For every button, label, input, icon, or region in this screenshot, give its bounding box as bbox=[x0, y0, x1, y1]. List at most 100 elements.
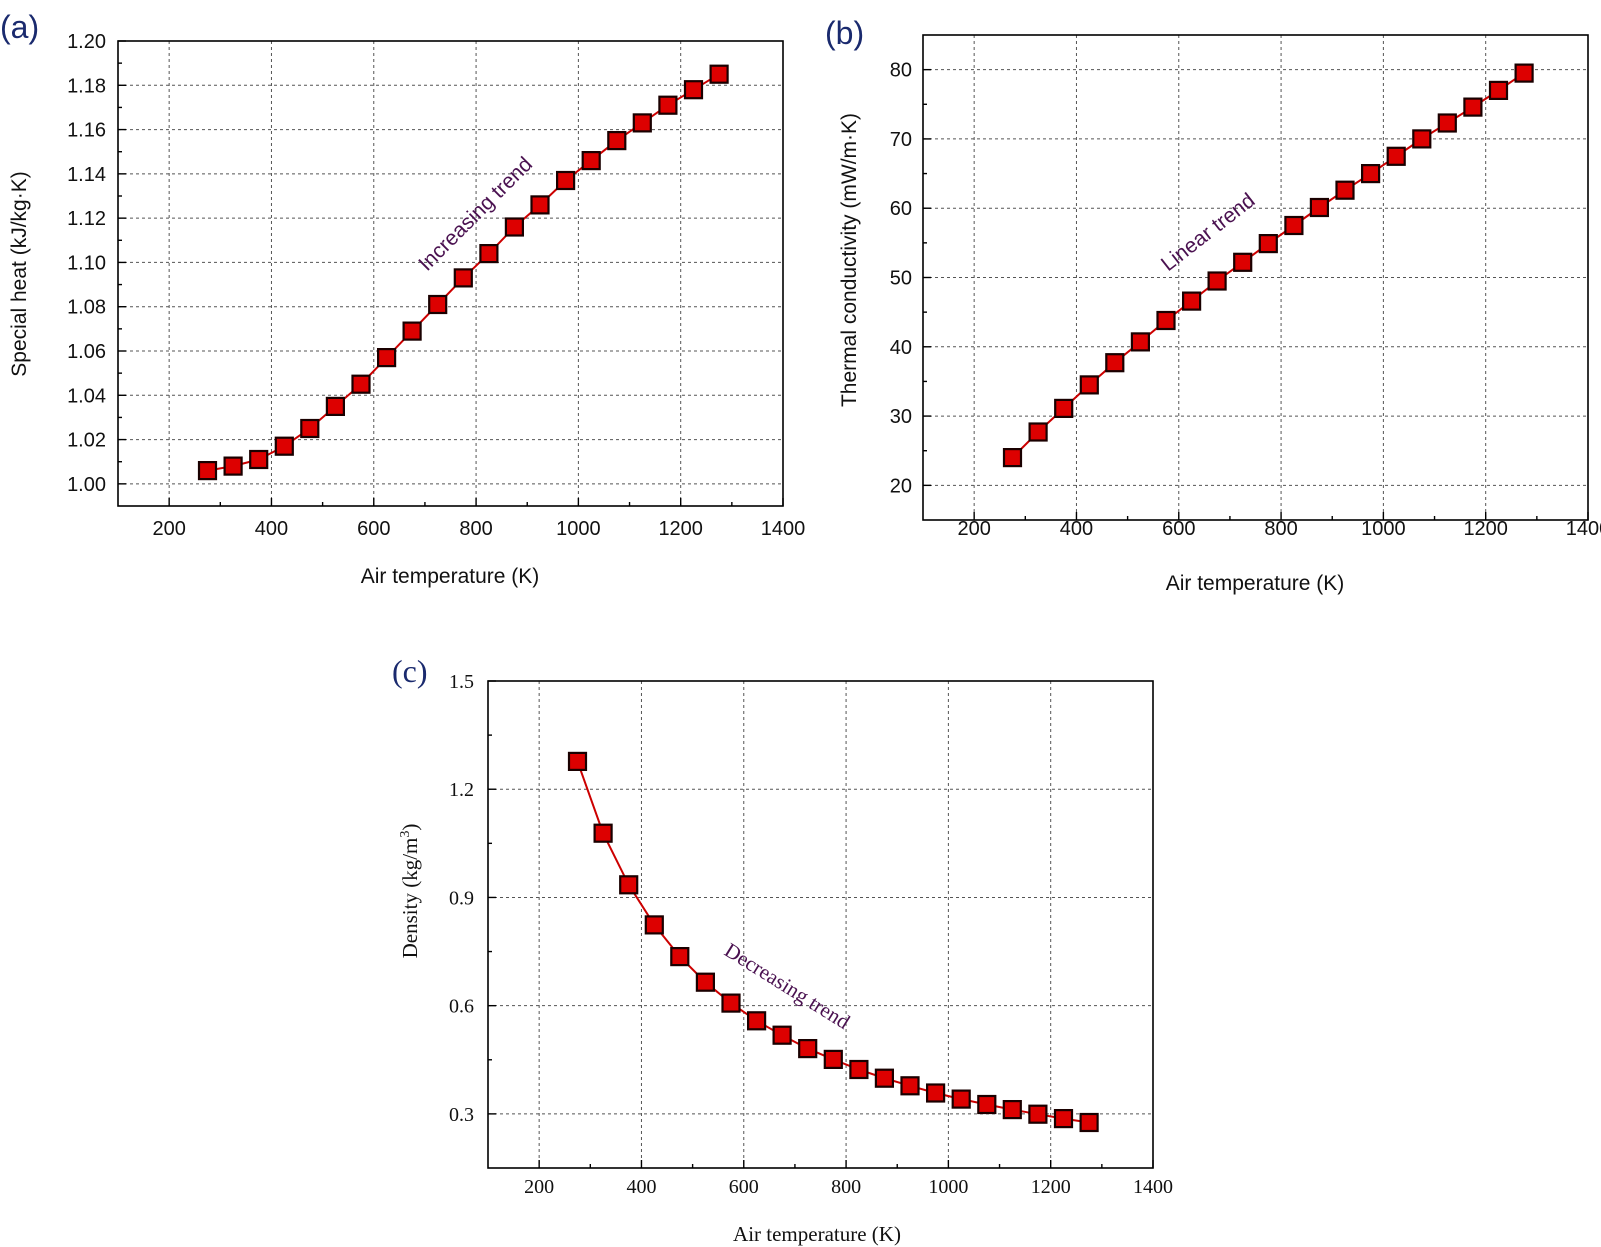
x-tick-label: 600 bbox=[1162, 518, 1195, 540]
data-point-marker bbox=[1463, 97, 1483, 117]
chart-panel-c: (c) 200 400 600 800 1000 1200 1400 0.3 0.6 0.9 1.… bbox=[392, 653, 1173, 1246]
series-markers-c bbox=[567, 751, 1099, 1133]
data-point-marker bbox=[593, 823, 613, 843]
data-point-marker bbox=[567, 751, 588, 772]
data-point-marker bbox=[1386, 146, 1406, 166]
y-axis-label-c-superscript: 3 bbox=[398, 831, 413, 838]
data-point-marker bbox=[1233, 252, 1253, 272]
y-axis-label-c-end: ) bbox=[398, 824, 422, 831]
data-point-marker bbox=[874, 1068, 895, 1088]
x-axis-label-b: Air temperature (K) bbox=[1166, 572, 1345, 595]
y-tick-label: 1.04 bbox=[67, 385, 106, 407]
gridlines-b bbox=[923, 35, 1588, 520]
data-point-marker bbox=[555, 170, 576, 191]
chart-panel-b: (b) 200 400 600 800 1000 1200 1400 20 30 40 50 60 7… bbox=[825, 15, 1601, 595]
plot-frame-a bbox=[117, 40, 784, 507]
data-point-marker bbox=[1054, 398, 1074, 418]
data-point-marker bbox=[428, 294, 448, 315]
y-tick-labels-c: 0.3 0.6 0.9 1.2 1.5 bbox=[449, 671, 474, 1126]
x-tick-label: 400 bbox=[255, 518, 288, 540]
x-tick-label: 1400 bbox=[761, 518, 806, 540]
y-axis-label-b: Thermal conductivity (mW/m·K) bbox=[838, 113, 861, 407]
data-point-marker bbox=[1002, 1099, 1022, 1120]
axis-ticks-b bbox=[923, 68, 1589, 520]
data-point-marker bbox=[658, 95, 678, 115]
data-point-marker bbox=[670, 946, 690, 967]
data-point-marker bbox=[1002, 448, 1023, 468]
data-point-marker bbox=[798, 1038, 818, 1059]
y-tick-label: 60 bbox=[890, 198, 912, 220]
data-point-marker bbox=[504, 217, 524, 237]
y-tick-label: 1.2 bbox=[449, 779, 474, 801]
data-point-marker bbox=[479, 244, 499, 264]
data-point-marker bbox=[325, 396, 345, 416]
y-axis-label-a: Special heat (kJ/kg·K) bbox=[8, 171, 31, 376]
data-point-marker bbox=[900, 1076, 920, 1096]
data-point-marker bbox=[249, 449, 269, 470]
x-tick-label: 1000 bbox=[556, 518, 601, 540]
x-tick-label: 1000 bbox=[1361, 518, 1406, 540]
annotation-c: Decreasing trend bbox=[720, 938, 854, 1034]
x-tick-label: 800 bbox=[459, 518, 492, 540]
data-point-marker bbox=[1488, 80, 1509, 101]
axis-ticks-c bbox=[488, 680, 1154, 1168]
x-tick-label: 600 bbox=[357, 518, 390, 540]
data-point-marker bbox=[402, 321, 422, 341]
data-point-marker bbox=[1028, 422, 1048, 442]
data-point-marker bbox=[1360, 164, 1381, 184]
data-point-marker bbox=[1079, 1112, 1099, 1133]
data-point-marker bbox=[1181, 291, 1202, 311]
x-tick-labels-c: 200 400 600 800 1000 1200 1400 bbox=[524, 1176, 1173, 1198]
data-point-marker bbox=[1105, 353, 1125, 373]
data-point-marker bbox=[607, 131, 627, 151]
x-tick-label: 200 bbox=[957, 518, 990, 540]
y-tick-labels-b: 20 30 40 50 60 70 80 bbox=[890, 60, 912, 498]
data-point-marker bbox=[1309, 197, 1330, 218]
y-tick-label: 1.02 bbox=[67, 430, 106, 452]
x-tick-label: 1200 bbox=[658, 518, 703, 540]
data-point-marker bbox=[1412, 129, 1432, 149]
gridlines-a bbox=[118, 41, 783, 506]
data-point-marker bbox=[925, 1083, 946, 1103]
y-tick-label: 1.12 bbox=[67, 208, 106, 230]
y-tick-label: 1.06 bbox=[67, 341, 106, 363]
data-point-marker bbox=[223, 456, 243, 476]
x-tick-label: 200 bbox=[152, 518, 185, 540]
data-point-marker bbox=[772, 1025, 792, 1045]
data-point-marker bbox=[530, 195, 550, 215]
x-tick-label: 1200 bbox=[1463, 518, 1508, 540]
x-axis-label-a: Air temperature (K) bbox=[361, 565, 540, 588]
data-point-marker bbox=[377, 348, 397, 368]
data-point-marker bbox=[1284, 215, 1304, 236]
x-tick-label: 800 bbox=[1264, 518, 1297, 540]
y-tick-label: 0.3 bbox=[449, 1104, 474, 1126]
y-tick-label: 1.08 bbox=[67, 297, 106, 319]
x-tick-label: 800 bbox=[831, 1176, 861, 1198]
y-tick-label: 20 bbox=[890, 475, 912, 497]
y-tick-label: 0.9 bbox=[449, 887, 474, 909]
x-tick-label: 600 bbox=[729, 1176, 759, 1198]
data-point-marker bbox=[721, 993, 741, 1013]
data-point-marker bbox=[1053, 1108, 1074, 1129]
data-point-marker bbox=[274, 436, 294, 456]
data-point-marker bbox=[644, 915, 664, 935]
panel-label-a: (a) bbox=[0, 9, 39, 45]
data-point-marker bbox=[1437, 113, 1457, 133]
gridlines-c bbox=[488, 681, 1153, 1168]
data-point-marker bbox=[849, 1059, 869, 1080]
data-point-marker bbox=[619, 875, 639, 895]
data-point-marker bbox=[746, 1011, 767, 1031]
data-point-marker bbox=[977, 1094, 997, 1115]
y-tick-label: 1.20 bbox=[67, 31, 106, 53]
data-point-marker bbox=[1156, 310, 1176, 331]
data-point-marker bbox=[1079, 375, 1099, 395]
y-tick-label: 1.5 bbox=[449, 671, 474, 693]
data-point-marker bbox=[1335, 180, 1355, 200]
panel-label-b: (b) bbox=[825, 15, 864, 51]
y-tick-label: 1.10 bbox=[67, 252, 106, 274]
data-point-marker bbox=[951, 1089, 971, 1109]
axis-ticks-a bbox=[118, 40, 784, 506]
x-tick-labels-a: 200 400 600 800 1000 1200 1400 bbox=[152, 518, 805, 540]
series-markers-b bbox=[1002, 63, 1534, 468]
